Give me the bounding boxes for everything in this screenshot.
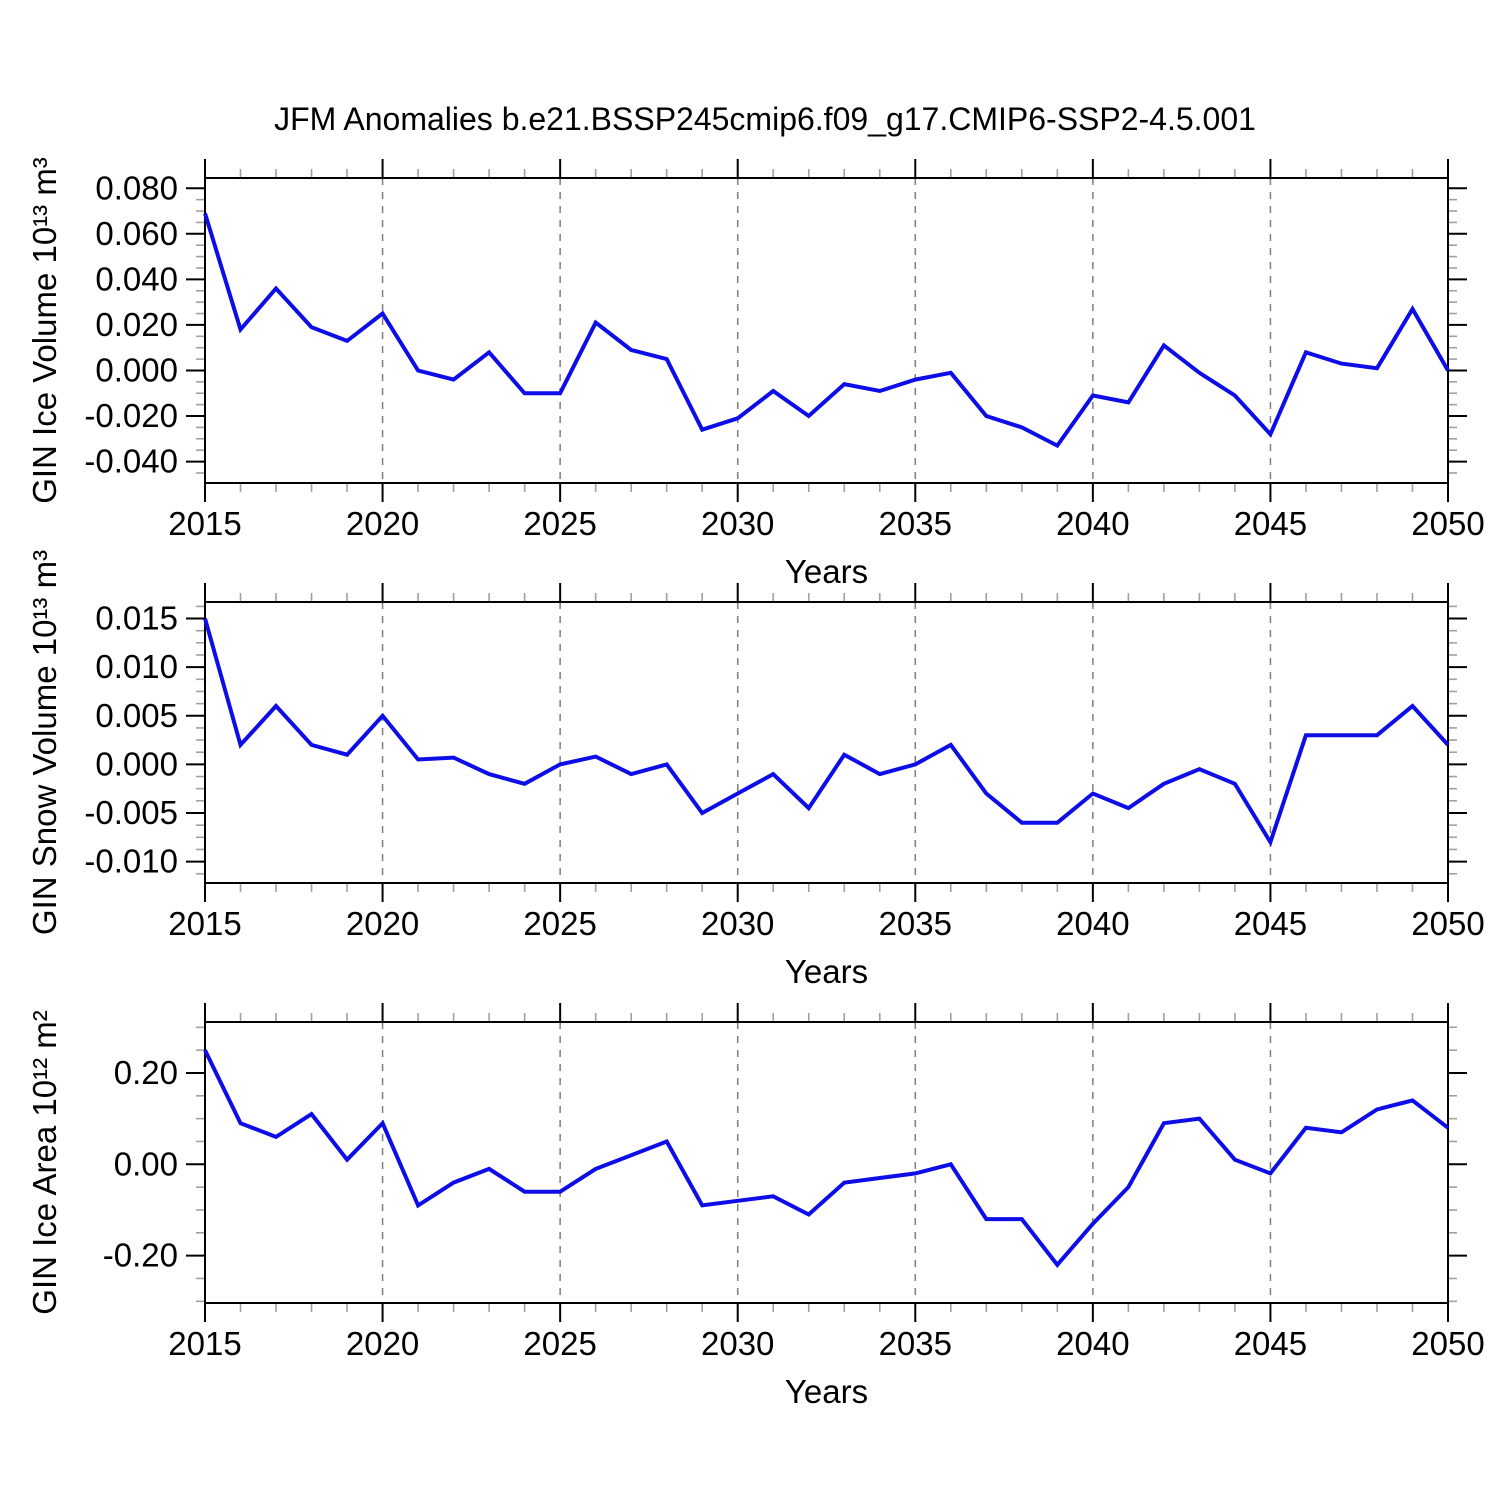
x-tick-label: 2050 [1411,1325,1484,1362]
plot-box [204,1021,1449,1304]
y-tick-label: 0.060 [95,215,178,252]
y-axis-label: GIN Snow Volume 10¹³ m³ [26,550,63,935]
y-axis-label: GIN Ice Volume 10¹³ m³ [26,157,63,504]
x-tick-label: 2035 [879,905,952,942]
plot-box [204,177,1449,484]
plot-box [204,601,1449,884]
series-line [203,617,1450,847]
chart-title: JFM Anomalies b.e21.BSSP245cmip6.f09_g17… [274,101,1256,137]
x-tick-label: 2040 [1056,505,1129,542]
x-tick-label: 2020 [346,905,419,942]
y-tick-label: 0.080 [95,169,178,206]
x-tick-label: 2025 [523,505,596,542]
x-tick-label: 2040 [1056,1325,1129,1362]
y-tick-label: 0.020 [95,306,178,343]
y-tick-label: 0.000 [95,745,178,782]
x-tick-label: 2050 [1411,905,1484,942]
y-tick-label: -0.010 [84,843,178,880]
x-axis-label: Years [785,1373,868,1410]
y-tick-label: 0.015 [95,600,178,637]
y-tick-label: -0.020 [84,397,178,434]
x-tick-label: 2015 [168,905,241,942]
y-tick-label: 0.005 [95,697,178,734]
x-tick-label: 2025 [523,905,596,942]
x-tick-label: 2045 [1234,905,1307,942]
x-tick-label: 2035 [879,1325,952,1362]
x-tick-label: 2015 [168,1325,241,1362]
gin-ice-area-panel: 2015 2020 2025 2030 2035 2040 2045 2050 0.20 0.00… [26,1003,1485,1410]
y-tick-label: 0.010 [95,648,178,685]
x-tick-label: 2020 [346,1325,419,1362]
y-tick-label: -0.040 [84,443,178,480]
y-tick-label: 0.00 [114,1145,178,1182]
x-tick-label: 2025 [523,1325,596,1362]
x-tick-label: 2045 [1234,505,1307,542]
x-axis-label: Years [785,553,868,590]
y-tick-label: -0.20 [103,1237,178,1274]
y-tick-label: 0.000 [95,351,178,388]
x-tick-label: 2030 [701,505,774,542]
gin-ice-volume-panel: 2015 2020 2025 2030 2035 2040 2045 2050 0.080 0.0… [26,157,1485,590]
gin-snow-volume-panel: 2015 2020 2025 2030 2035 2040 2045 2050 0.015 0.0… [26,550,1485,990]
y-tick-label: -0.005 [84,794,178,831]
x-tick-label: 2020 [346,505,419,542]
series-line [203,1049,1450,1268]
x-tick-label: 2040 [1056,905,1129,942]
x-tick-label: 2045 [1234,1325,1307,1362]
series-line [203,212,1450,449]
y-tick-label: 0.040 [95,260,178,297]
x-tick-label: 2050 [1411,505,1484,542]
x-axis-label: Years [785,953,868,990]
x-tick-label: 2030 [701,1325,774,1362]
x-tick-label: 2015 [168,505,241,542]
y-axis-label: GIN Ice Area 10¹² m² [26,1010,63,1314]
x-tick-label: 2030 [701,905,774,942]
x-tick-label: 2035 [879,505,952,542]
y-tick-label: 0.20 [114,1054,178,1091]
